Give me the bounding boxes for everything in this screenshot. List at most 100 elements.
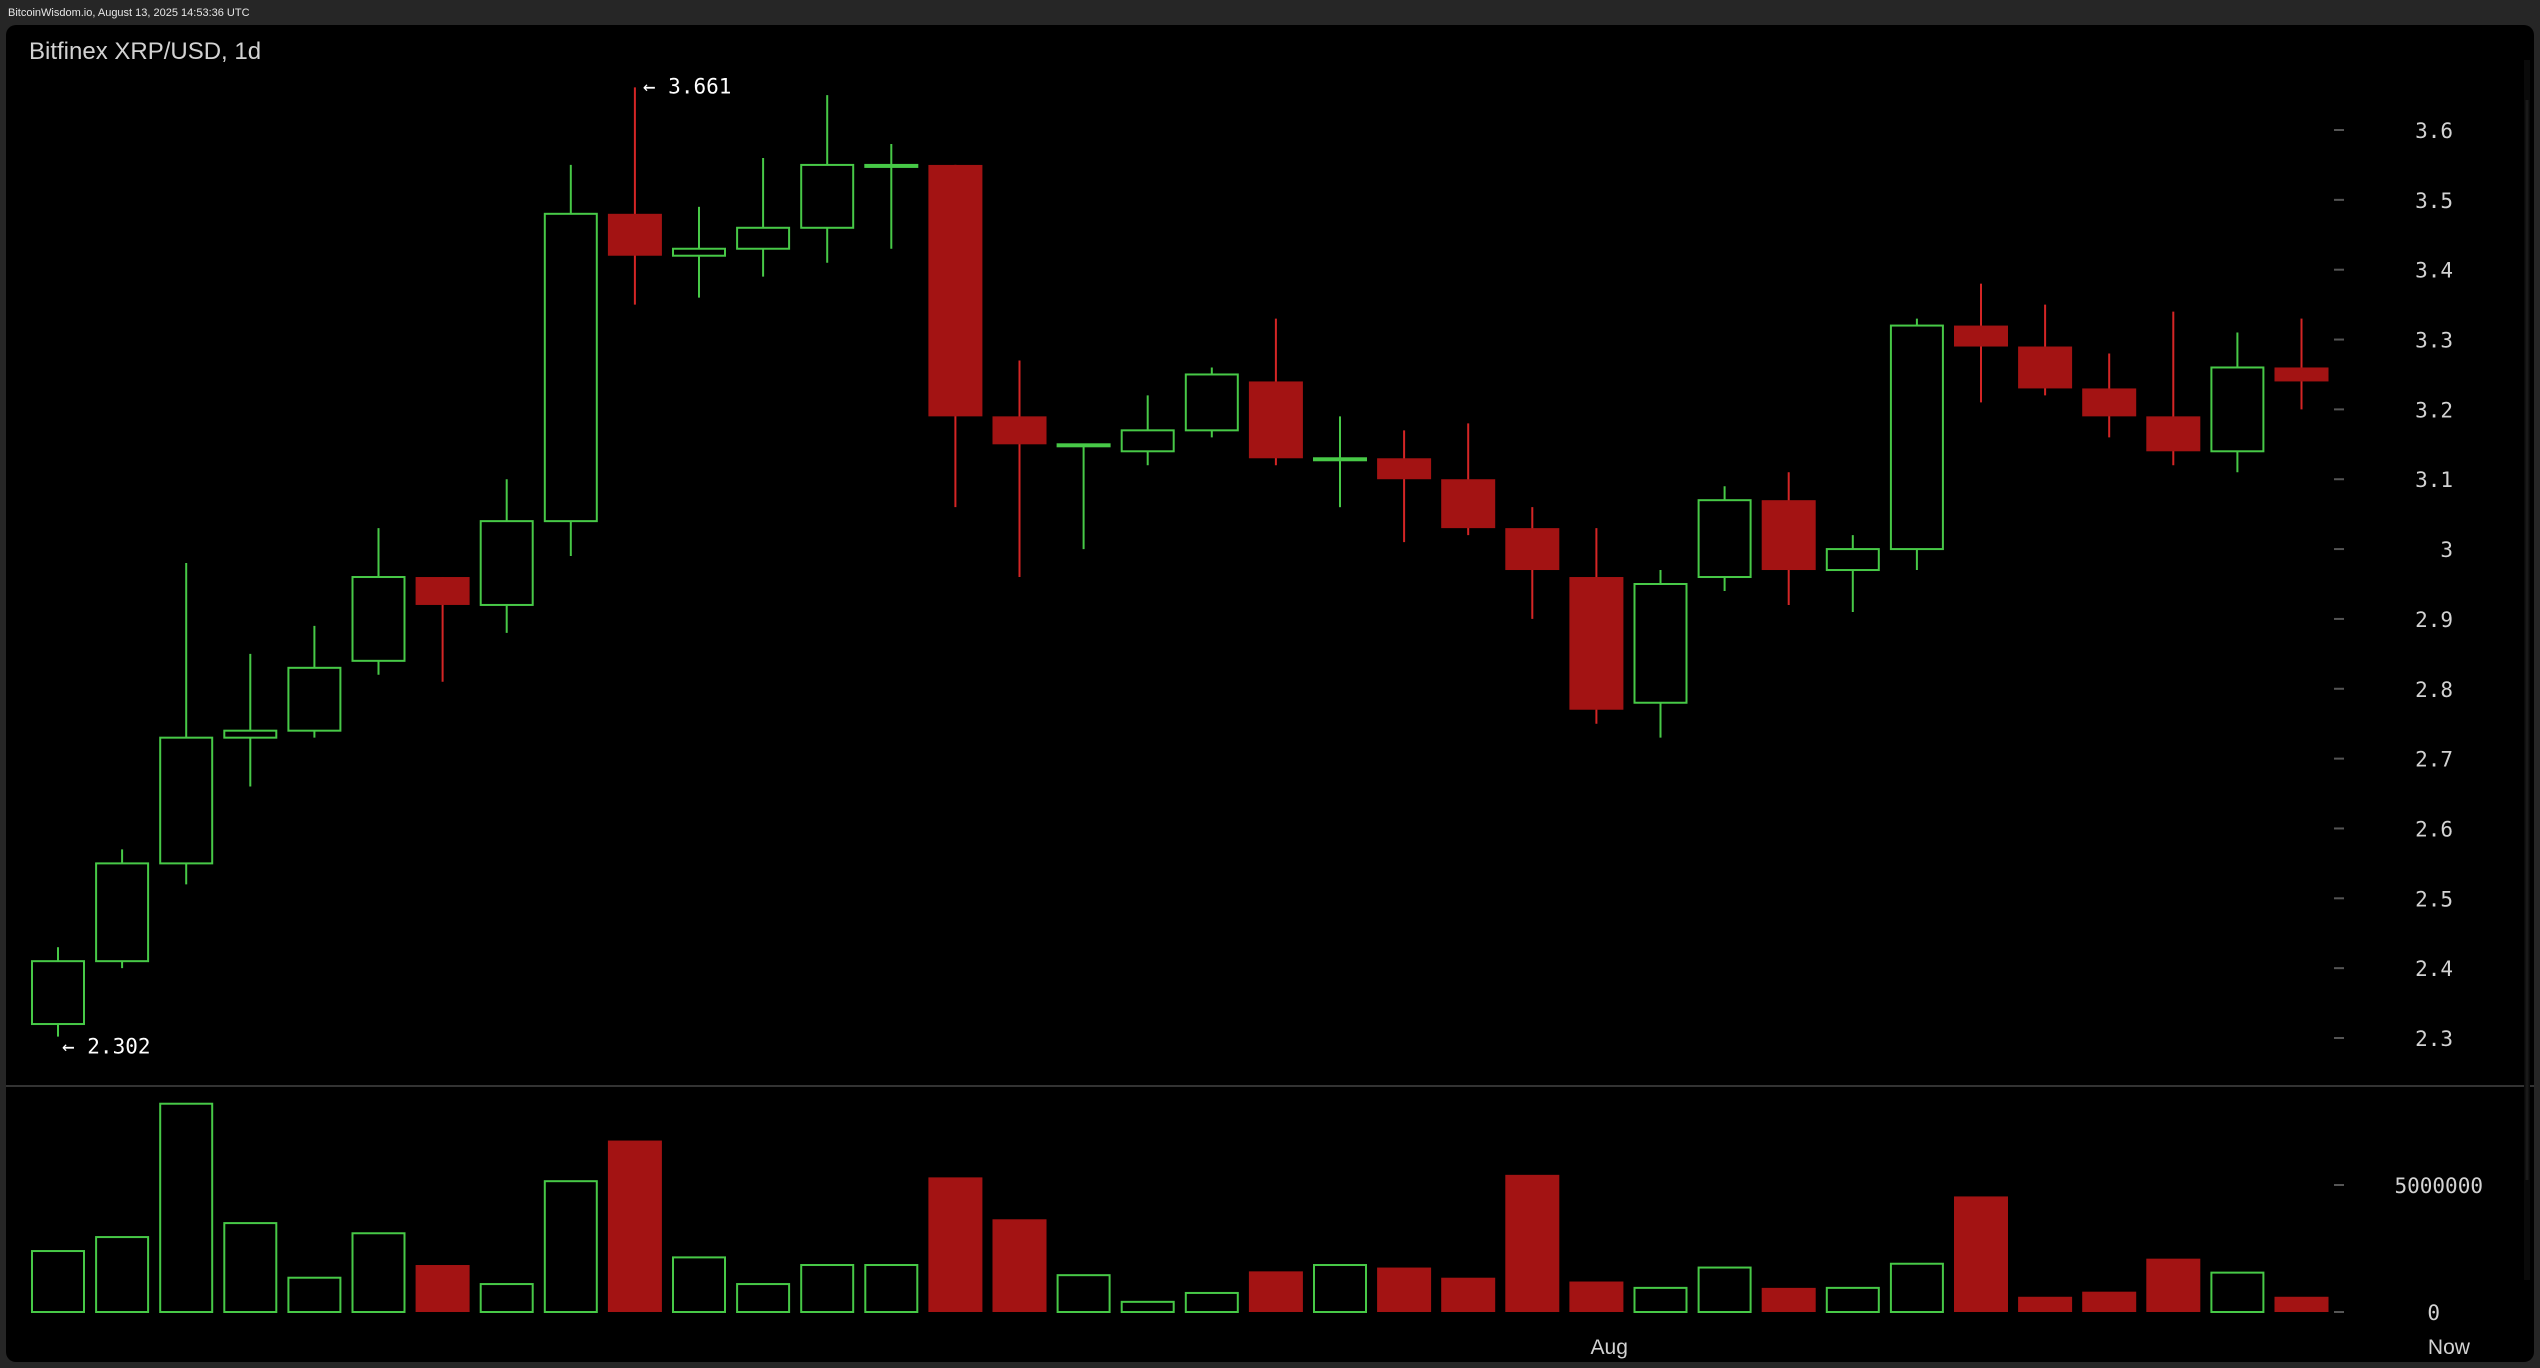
candle-body — [159, 736, 214, 865]
candle-body — [1761, 500, 1816, 571]
candle-body — [1184, 373, 1239, 432]
volume-bar — [95, 1236, 150, 1313]
volume-bar — [159, 1102, 214, 1313]
candle-body — [1505, 528, 1560, 571]
candle — [479, 479, 534, 633]
candle — [1313, 416, 1367, 508]
price-tick-label: 2.4 — [2415, 957, 2453, 981]
volume-bar — [415, 1265, 470, 1312]
volume-bar — [736, 1283, 791, 1314]
candle-body — [2146, 416, 2201, 452]
candle-body — [928, 164, 983, 417]
volume-bars-layer — [31, 1102, 2329, 1314]
candle — [1184, 367, 1239, 438]
price-tick-label: 3.5 — [2415, 189, 2453, 213]
candle — [1248, 318, 1303, 466]
header-caption: BitcoinWisdom.io, August 13, 2025 14:53:… — [8, 7, 250, 19]
price-tick-label: 2.7 — [2415, 748, 2453, 772]
candle — [2018, 304, 2073, 396]
volume-bar — [2018, 1296, 2073, 1312]
candle-body — [800, 163, 855, 229]
candle-body — [1120, 429, 1175, 453]
candle-body — [415, 577, 470, 605]
volume-bar — [2082, 1291, 2137, 1312]
annotations-layer: ← 3.661 ← 2.302 — [62, 74, 731, 1058]
volume-bar — [1441, 1277, 1496, 1312]
candle — [1056, 443, 1111, 550]
volume-bar — [287, 1276, 342, 1313]
candle-body — [1248, 381, 1303, 459]
volume-bar — [1120, 1300, 1175, 1313]
candle-body — [31, 960, 85, 1026]
candle — [1825, 535, 1880, 612]
volume-bar — [351, 1232, 406, 1314]
candle — [31, 947, 85, 1037]
candle — [351, 528, 406, 675]
candle — [736, 157, 791, 277]
high-annotation: ← 3.661 — [643, 74, 732, 98]
volume-bar — [1313, 1264, 1367, 1314]
candle-body — [736, 226, 791, 250]
volume-bar — [607, 1140, 662, 1312]
candle-body — [351, 576, 406, 662]
candle — [1505, 507, 1560, 619]
candle-body — [1954, 325, 2008, 347]
scroll-handle[interactable] — [2524, 60, 2530, 1280]
volume-bar — [223, 1222, 278, 1313]
price-tick-label: 3.4 — [2415, 259, 2453, 283]
candle-body — [1825, 548, 1880, 572]
candle — [1889, 318, 1944, 571]
volume-bar — [543, 1180, 598, 1313]
candle — [1120, 395, 1175, 466]
candle — [1441, 423, 1496, 536]
candle-body — [1633, 583, 1688, 704]
price-tick-label: 3.3 — [2415, 329, 2453, 353]
candle-body — [95, 862, 150, 963]
volume-bar — [1505, 1174, 1560, 1312]
volume-bar — [1633, 1286, 1688, 1313]
price-tick-label: 2.5 — [2415, 887, 2453, 911]
low-annotation: ← 2.302 — [62, 1035, 151, 1059]
volume-bar — [1377, 1267, 1432, 1312]
price-tick-label: 3.2 — [2415, 398, 2453, 422]
volume-bar — [31, 1250, 85, 1314]
candle — [159, 563, 214, 885]
candle-body — [992, 416, 1047, 445]
candle-body — [2082, 388, 2137, 417]
volume-bar — [1248, 1271, 1303, 1312]
volume-axis: 5000000 0 — [2334, 1174, 2483, 1325]
candle — [992, 360, 1047, 578]
volume-bar — [864, 1264, 919, 1314]
candle-body — [2210, 366, 2265, 453]
candle — [1954, 283, 2008, 403]
volume-bar — [1569, 1281, 1624, 1312]
candle-body — [1313, 457, 1367, 462]
candle — [1377, 430, 1432, 543]
candle-body — [864, 163, 919, 168]
candle-body — [2274, 367, 2329, 382]
candle — [1633, 570, 1688, 738]
volume-bar — [1761, 1287, 1816, 1312]
x-axis-label: Aug — [1591, 1336, 1628, 1359]
candle — [1697, 486, 1752, 591]
candles-layer — [31, 87, 2329, 1037]
price-tick-label: 2.6 — [2415, 817, 2453, 841]
candle-body — [672, 247, 726, 257]
candle — [287, 625, 342, 738]
candle — [95, 849, 150, 969]
candle — [800, 95, 855, 263]
candle — [223, 653, 278, 787]
volume-bar — [2210, 1271, 2265, 1314]
volume-bar — [2274, 1296, 2329, 1312]
volume-bar — [1954, 1196, 2008, 1312]
candle-body — [543, 212, 598, 523]
price-tick-label: 2.3 — [2415, 1027, 2453, 1051]
volume-bar — [1056, 1274, 1111, 1314]
x-axis-label: Now — [2428, 1336, 2471, 1359]
volume-bar — [2146, 1258, 2201, 1312]
candle — [928, 164, 983, 508]
candle — [607, 87, 662, 305]
candle-body — [607, 213, 662, 256]
